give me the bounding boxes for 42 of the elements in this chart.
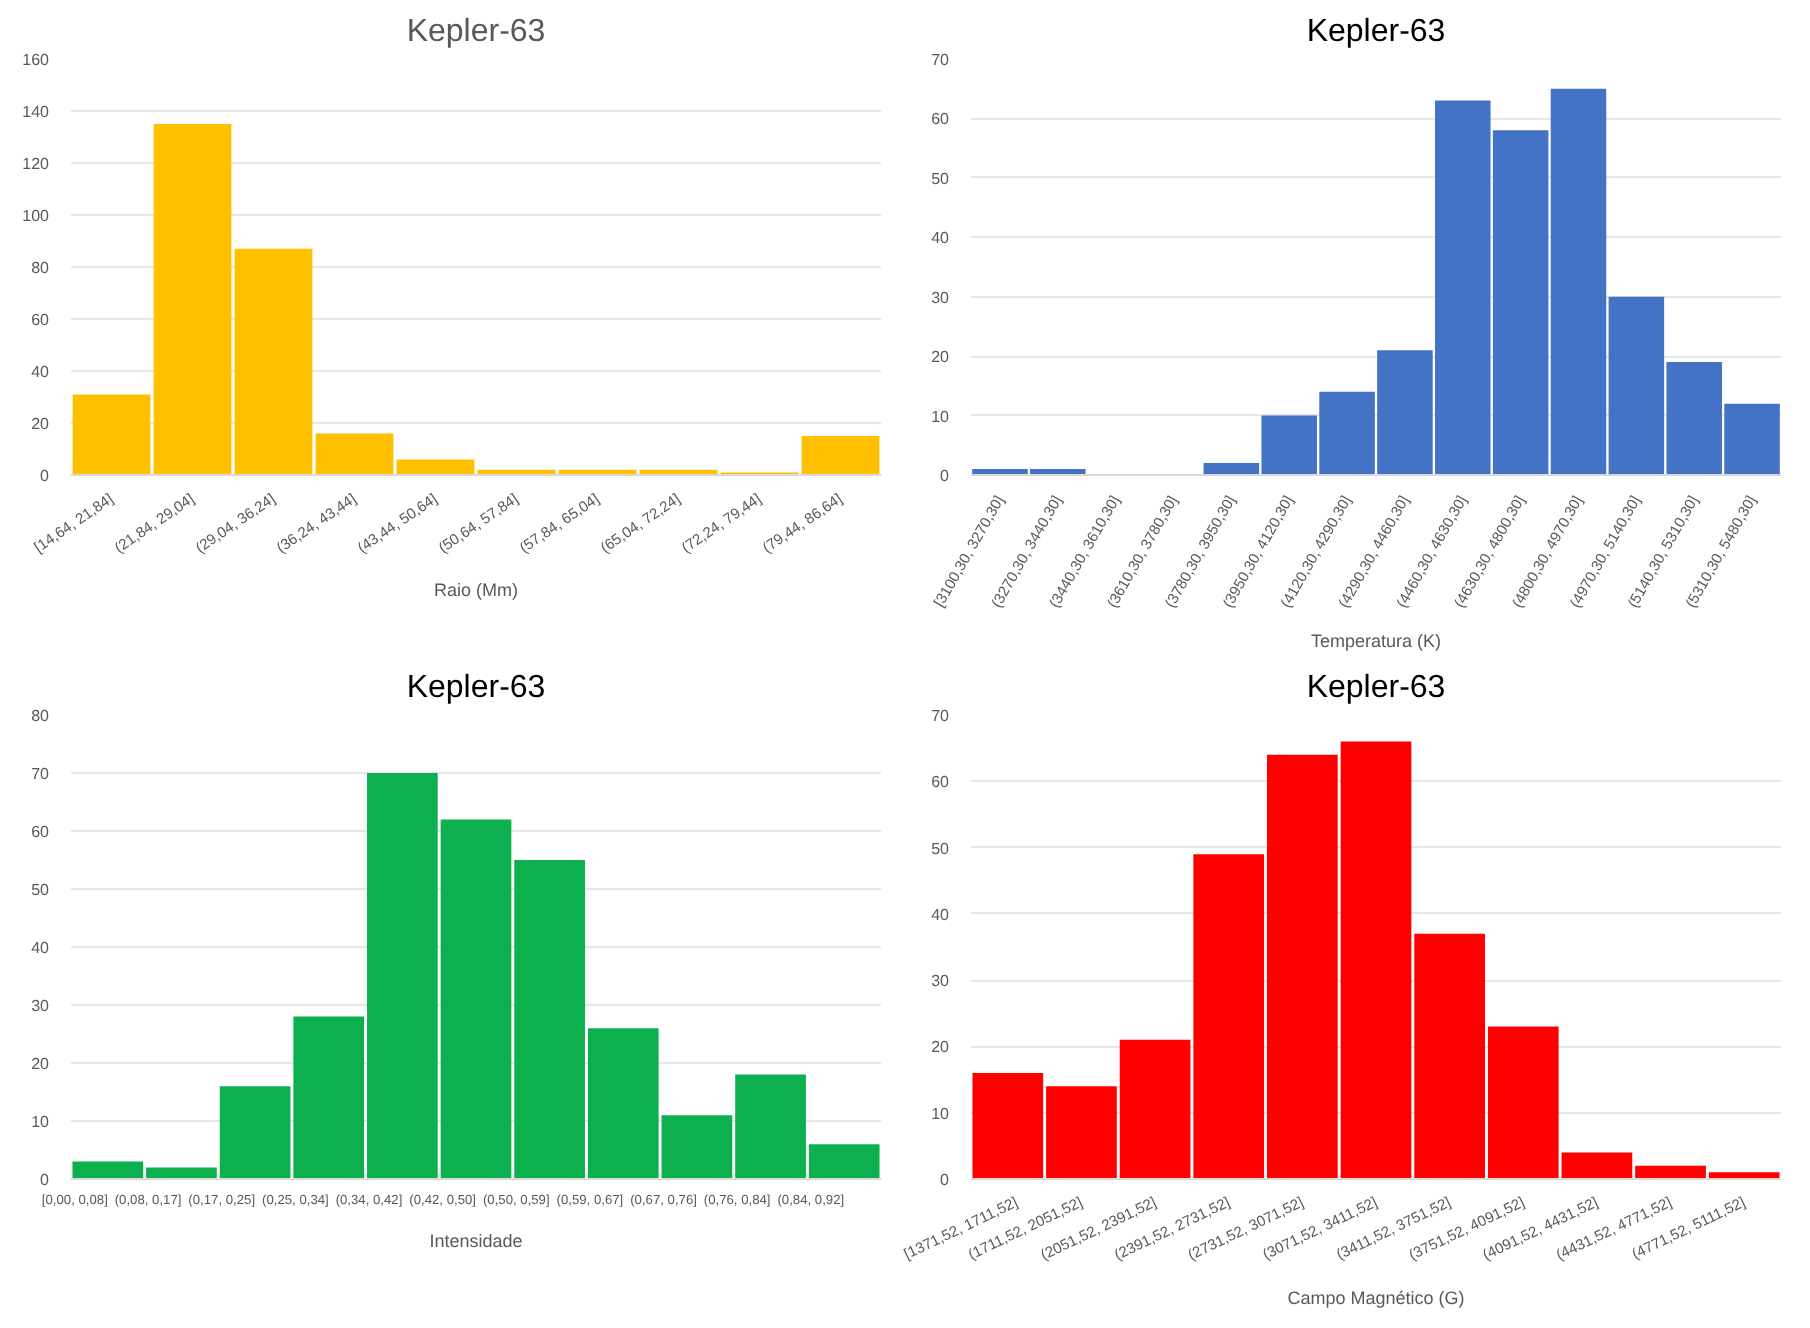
y-tick-label: 30 bbox=[931, 972, 951, 991]
y-tick-label: 20 bbox=[31, 415, 51, 433]
y-tick-label: 70 bbox=[931, 707, 951, 725]
y-tick-label: 140 bbox=[22, 103, 51, 121]
y-tick-label: 100 bbox=[22, 207, 51, 225]
y-tick-label: 20 bbox=[931, 348, 951, 367]
y-tick-label: 20 bbox=[31, 1055, 51, 1073]
y-tick-label: 30 bbox=[931, 288, 951, 307]
y-tick-label: 0 bbox=[940, 467, 951, 485]
y-tick-label: 40 bbox=[31, 363, 51, 381]
chart-title: Kepler-63 bbox=[406, 671, 546, 705]
y-tick-label: 40 bbox=[931, 905, 951, 924]
chart-title: Kepler-63 bbox=[1306, 671, 1446, 705]
y-tick-label: 30 bbox=[31, 997, 51, 1015]
y-tick-label: 160 bbox=[22, 51, 51, 69]
y-tick-label: 80 bbox=[31, 259, 51, 277]
x-axis-title: Raio (Mm) bbox=[434, 580, 518, 601]
y-tick-label: 70 bbox=[31, 765, 51, 783]
y-tick-label: 60 bbox=[931, 110, 951, 129]
y-tick-label: 0 bbox=[940, 1171, 951, 1189]
chart-title: Kepler-63 bbox=[1306, 15, 1446, 49]
x-axis-title: Intensidade bbox=[429, 1231, 523, 1251]
y-tick-label: 10 bbox=[931, 407, 951, 426]
y-tick-label: 40 bbox=[931, 229, 951, 248]
y-tick-label: 40 bbox=[31, 939, 51, 957]
y-tick-label: 60 bbox=[931, 773, 951, 792]
y-tick-label: 50 bbox=[31, 881, 51, 899]
y-tick-label: 60 bbox=[31, 823, 51, 841]
x-axis-title: Campo Magnético (G) bbox=[1287, 1287, 1465, 1308]
y-tick-label: 10 bbox=[931, 1104, 951, 1123]
chart-title: Kepler-63 bbox=[406, 15, 546, 49]
y-tick-label: 20 bbox=[931, 1038, 951, 1057]
y-tick-label: 60 bbox=[31, 311, 51, 329]
y-tick-label: 120 bbox=[22, 155, 51, 173]
y-tick-label: 10 bbox=[31, 1113, 51, 1131]
y-tick-label: 50 bbox=[931, 839, 951, 858]
y-tick-label: 70 bbox=[931, 51, 951, 69]
y-tick-label: 0 bbox=[40, 1171, 51, 1189]
y-tick-label: 50 bbox=[931, 169, 951, 188]
x-axis-title: Temperatura (K) bbox=[1310, 631, 1442, 652]
y-tick-label: 80 bbox=[31, 707, 51, 725]
y-tick-label: 0 bbox=[40, 467, 51, 485]
